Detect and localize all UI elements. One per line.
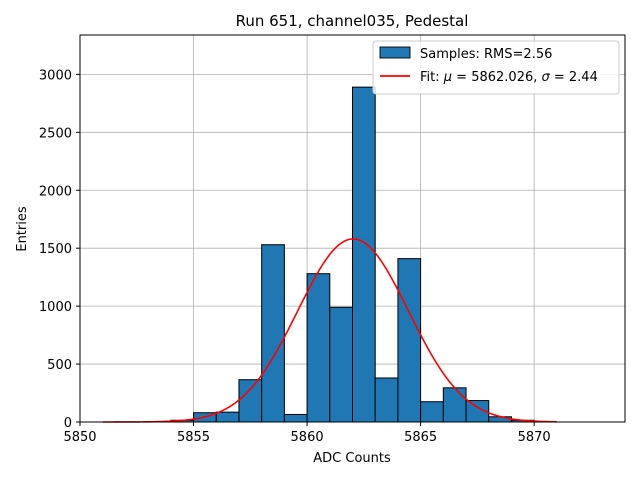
y-axis-ticks: 0 500 1000 1500 2000 2500 3000 [39,68,80,431]
x-tick-label: 5860 [291,430,324,445]
y-tick-label: 1500 [39,242,72,257]
legend-histogram-label: Samples: RMS=2.56 [420,47,552,62]
plot-frame [79,34,626,423]
histogram-bar [283,413,308,423]
histogram-bar [352,86,376,423]
legend-fit-label: Fit: μ = 5862.026, σ = 2.44 [420,70,598,85]
histogram-bar [397,258,422,423]
x-tick-label: 5855 [177,430,210,445]
x-axis-label: ADC Counts [313,451,391,466]
gaussian-fit-curve [102,238,557,423]
histogram-bar [329,306,353,423]
y-tick-label: 1000 [39,300,72,315]
histogram-bar [442,387,467,423]
y-axis-label: Entries [15,206,30,252]
histogram-bar [374,377,399,423]
y-tick-label: 3000 [39,68,72,83]
histogram-bar [306,273,331,423]
x-tick-label: 5870 [518,430,551,445]
y-tick-label: 2000 [39,184,72,199]
histogram-bar [215,411,240,423]
y-tick-label: 500 [47,358,72,373]
legend-histogram-swatch [379,46,411,59]
legend: Samples: RMS=2.56 Fit: μ = 5862.026, σ =… [372,40,620,95]
x-tick-label: 5850 [63,430,96,445]
y-tick-label: 0 [64,416,72,431]
chart-title: Run 651, channel035, Pedestal [236,12,469,30]
x-axis-ticks: 5850 5855 5860 5865 5870 [63,422,551,445]
x-tick-label: 5865 [404,430,437,445]
y-tick-label: 2500 [39,126,72,141]
histogram-bar [261,244,285,423]
legend-box [372,40,620,95]
histogram-bar [420,401,444,423]
histogram-bar [238,379,263,423]
